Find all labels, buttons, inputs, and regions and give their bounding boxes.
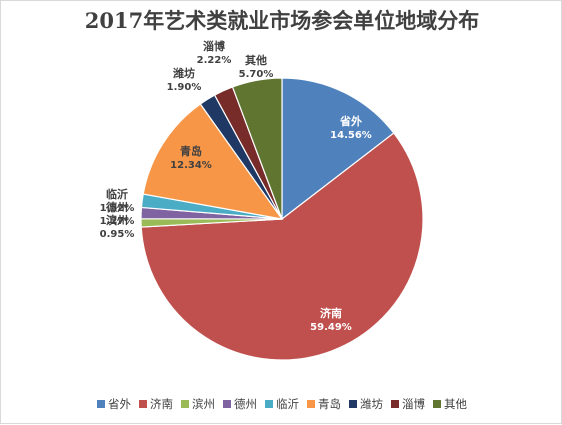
data-label-value-5: 12.34% (170, 160, 212, 171)
legend-swatch (181, 400, 189, 408)
data-label-name-1: 济南 (320, 306, 342, 320)
data-label-name-4: 临沂 (106, 187, 128, 201)
legend-label: 潍坊 (360, 397, 383, 411)
legend-label: 济南 (150, 397, 173, 411)
legend-swatch (223, 400, 231, 408)
chart-title: 2017年艺术类就业市场参会单位地域分布 (84, 8, 480, 33)
data-label-value-3: 1.27% (100, 216, 135, 227)
pie-slice-8 (231, 77, 283, 220)
data-label-value-7: 2.22% (197, 55, 232, 66)
legend-swatch (433, 400, 441, 408)
data-label-value-4: 1.52% (100, 203, 135, 214)
data-label-value-8: 5.70% (239, 69, 274, 80)
legend-label: 省外 (108, 397, 131, 411)
legend-item-1: 济南 (139, 396, 173, 412)
data-label-name-7: 淄博 (203, 39, 225, 53)
legend-item-2: 滨州 (181, 396, 215, 412)
pie-slice-0 (281, 77, 395, 221)
data-label-name-8: 其他 (245, 53, 267, 67)
legend-swatch (307, 400, 315, 408)
legend-swatch (97, 400, 105, 408)
legend-label: 淄博 (402, 397, 425, 411)
data-label-name-2: 滨州 (106, 213, 128, 227)
data-label-value-0: 14.56% (330, 130, 372, 141)
data-label-name-3: 德州 (105, 200, 128, 214)
data-label-value-1: 59.49% (310, 322, 352, 333)
legend-item-4: 临沂 (265, 396, 299, 412)
data-label-name-5: 青岛 (180, 144, 202, 158)
data-label-name-6: 潍坊 (173, 66, 195, 80)
legend: 省外 济南 滨州 德州 临沂 青岛 潍坊 淄博 其他 (1, 396, 562, 412)
legend-label: 德州 (234, 397, 257, 411)
data-label-name-0: 省外 (339, 114, 362, 128)
data-label-value-2: 0.95% (100, 229, 135, 240)
legend-swatch (391, 400, 399, 408)
legend-item-0: 省外 (97, 396, 131, 412)
legend-item-3: 德州 (223, 396, 257, 412)
legend-item-7: 淄博 (391, 396, 425, 412)
legend-swatch (349, 400, 357, 408)
data-label-value-6: 1.90% (167, 82, 202, 93)
legend-item-8: 其他 (433, 396, 467, 412)
pie-slice-5 (142, 103, 284, 220)
legend-swatch (139, 400, 147, 408)
legend-item-5: 青岛 (307, 396, 341, 412)
legend-label: 临沂 (276, 397, 299, 411)
legend-item-6: 潍坊 (349, 396, 383, 412)
legend-label: 青岛 (318, 397, 341, 411)
legend-label: 其他 (444, 397, 467, 411)
pie-slice-1 (140, 132, 424, 361)
legend-label: 滨州 (192, 397, 215, 411)
legend-swatch (265, 400, 273, 408)
